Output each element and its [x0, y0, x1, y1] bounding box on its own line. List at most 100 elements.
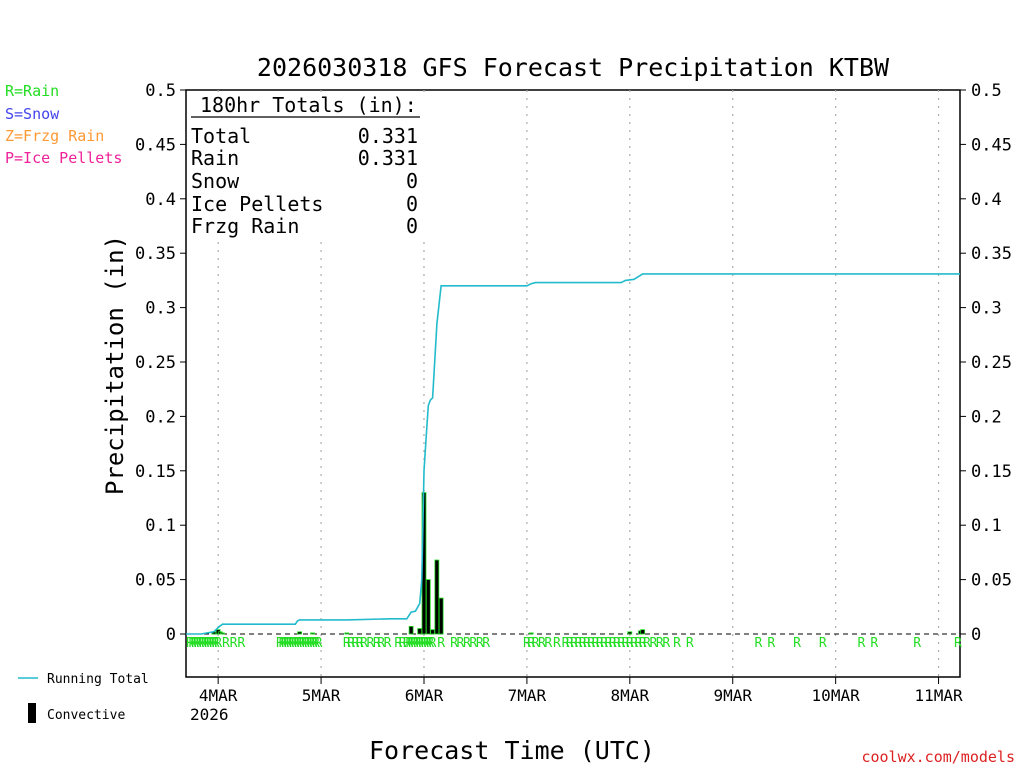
rain-marker: R [429, 636, 437, 651]
rain-marker: R [189, 636, 197, 651]
rain-marker: R [437, 636, 445, 651]
rain-marker: R [286, 636, 294, 651]
precip-bar [528, 632, 534, 635]
rain-marker: R [482, 636, 490, 651]
rain-marker: R [196, 636, 204, 651]
rain-marker: R [592, 636, 600, 651]
rain-marker: R [553, 636, 561, 651]
precip-bars [211, 492, 646, 635]
y-tick-label-left: 0.45 [135, 135, 176, 155]
rain-marker: R [403, 636, 411, 651]
rain-marker: R [416, 636, 424, 651]
x-tick-label: 8MAR [611, 686, 650, 705]
rain-marker: R [294, 636, 302, 651]
rain-marker: R [394, 636, 402, 651]
rain-marker: R [281, 636, 289, 651]
precip-bar [425, 579, 431, 635]
rain-marker: R [527, 636, 535, 651]
rain-marker: R [373, 636, 381, 651]
rain-marker: R [622, 636, 630, 651]
rain-marker: R [662, 636, 670, 651]
x-axis-year: 2026 [190, 705, 229, 724]
rain-marker: R [405, 636, 413, 651]
rain-marker: R [613, 636, 621, 651]
rain-marker: R [291, 636, 299, 651]
totals-value-ice-pellets: 0 [406, 192, 418, 216]
running-total-series [186, 273, 960, 635]
rain-marker: R [360, 636, 368, 651]
precip-bar [297, 631, 303, 635]
rain-marker: R [609, 636, 617, 651]
credit-text: coolwx.com/models [861, 748, 1015, 766]
rain-marker: R [299, 636, 307, 651]
precip-bar [417, 628, 423, 635]
rain-marker: R [191, 636, 199, 651]
y-tick-label-right: 0.3 [971, 299, 1002, 319]
rain-marker: R [686, 636, 694, 651]
rain-marker: R [793, 636, 801, 651]
totals-label-snow: Snow [191, 169, 240, 193]
rain-marker: R [673, 636, 681, 651]
x-tick-label: 4MAR [199, 686, 238, 705]
x-tick-label: 7MAR [508, 686, 547, 705]
precip-bar [220, 632, 225, 635]
rain-marker: R [297, 636, 305, 651]
y-tick-label-right: 0.15 [971, 462, 1012, 482]
y-tick-label-right: 0.4 [971, 190, 1002, 210]
rain-marker: R [476, 636, 484, 651]
rain-marker: R [418, 636, 426, 651]
rain-marker: R [230, 636, 238, 651]
chart-title: 2026030318 GFS Forecast Precipitation KT… [257, 53, 890, 82]
rain-marker: R [587, 636, 595, 651]
rain-marker: R [566, 636, 574, 651]
rain-marker: R [469, 636, 477, 651]
rain-marker: R [276, 636, 284, 651]
x-tick-label: 11MAR [914, 686, 963, 705]
rain-marker: R [399, 636, 407, 651]
precip-bar [408, 625, 414, 635]
rain-marker: R [583, 636, 591, 651]
totals-label-total: Total [191, 124, 251, 148]
x-axis-label: Forecast Time (UTC) [369, 736, 655, 765]
precip-bar [640, 629, 646, 635]
precip-type-legend: R=Rain S=Snow Z=Frzg Rain P=Ice Pellets [5, 82, 122, 167]
rain-marker: R [538, 636, 546, 651]
y-tick-label-right: 0.25 [971, 353, 1012, 373]
totals-value-total: 0.331 [358, 124, 418, 148]
rain-marker: R [954, 636, 962, 651]
totals-label-ice-pellets: Ice Pellets [191, 192, 323, 216]
legend-snow: S=Snow [5, 105, 60, 123]
rain-marker: R [209, 636, 217, 651]
rain-marker: R [562, 636, 570, 651]
totals-label-frzg-rain: Frzg Rain [191, 214, 299, 238]
rain-marker: R [302, 636, 310, 651]
y-tick-label-left: 0 [166, 625, 176, 645]
y-tick-label-right: 0.35 [971, 244, 1012, 264]
y-tick-label-right: 0.2 [971, 407, 1002, 427]
rain-marker: R [309, 636, 317, 651]
rain-marker: R [212, 636, 220, 651]
rain-marker: R [222, 636, 230, 651]
y-tick-label-left: 0.3 [145, 299, 176, 319]
rain-marker: R [604, 636, 612, 651]
rain-marker: R [356, 636, 364, 651]
y-tick-label-right: 0.45 [971, 135, 1012, 155]
precip-bar [434, 559, 440, 635]
rain-marker: R [630, 636, 638, 651]
precip-bar [430, 629, 435, 635]
rain-marker: R [617, 636, 625, 651]
totals-value-frzg-rain: 0 [406, 214, 418, 238]
rain-marker: R [307, 636, 315, 651]
x-axis-ticks: 4MAR 5MAR 6MAR 7MAR 8MAR 9MAR 10MAR 11MAR [199, 677, 963, 705]
x-tick-label: 6MAR [405, 686, 444, 705]
rain-marker: R [639, 636, 647, 651]
precip-bar [310, 632, 315, 635]
precip-bar [627, 631, 633, 635]
y-axis-ticks: 0 00.05 0.050.1 0.10.15 0.150.2 0.20.25 0.250.… [135, 81, 1012, 645]
y-tick-label-left: 0.35 [135, 244, 176, 264]
rain-marker: R [413, 636, 421, 651]
convective-legend-label: Convective [47, 708, 125, 723]
rain-marker: R [214, 636, 222, 651]
rain-marker: R [600, 636, 608, 651]
